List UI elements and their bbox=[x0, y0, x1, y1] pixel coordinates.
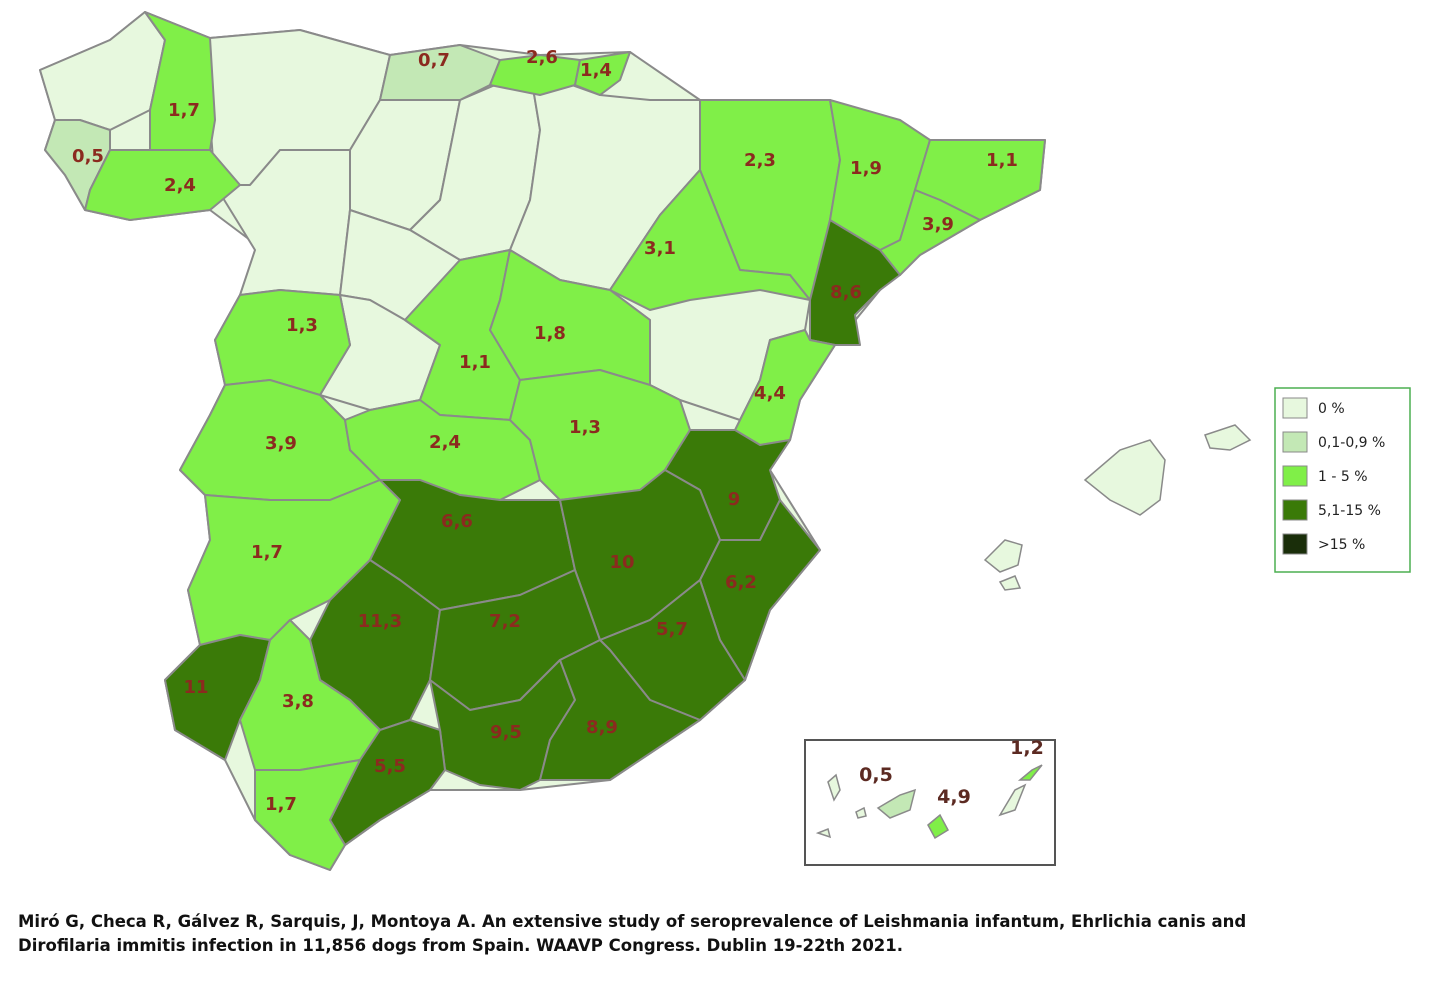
legend-label: 5,1-15 % bbox=[1318, 503, 1381, 519]
region-salamanca bbox=[214, 289, 351, 396]
region-value-label: 1,7 bbox=[168, 100, 200, 121]
region-value-label: 9 bbox=[728, 489, 741, 510]
region-almeria bbox=[539, 639, 701, 781]
region-value-label: 3,1 bbox=[644, 238, 676, 259]
region-value-label: 3,8 bbox=[282, 691, 314, 712]
region-a-coruna bbox=[39, 11, 166, 131]
canary-value-label: 1,2 bbox=[1010, 737, 1044, 759]
region-value-label: 1,7 bbox=[251, 542, 283, 563]
region-value-label: 1,1 bbox=[459, 352, 491, 373]
legend-label: 0,1-0,9 % bbox=[1318, 435, 1385, 451]
citation: Miró G, Checa R, Gálvez R, Sarquis, J, M… bbox=[18, 910, 1428, 958]
legend-swatch bbox=[1282, 499, 1308, 521]
region-value-label: 1,4 bbox=[580, 60, 612, 81]
island-fuerteventura bbox=[998, 783, 1027, 817]
region-zaragoza bbox=[609, 169, 811, 311]
region-value-label: 8,9 bbox=[586, 717, 618, 738]
value-labels: 0,5 1,7 2,4 0,7 2,6 1,4 2,3 1,9 1,1 3,9 3,1 8,6 1,3 1… bbox=[72, 47, 1044, 815]
region-value-label: 5,5 bbox=[374, 756, 406, 777]
region-value-label: 1,7 bbox=[265, 794, 297, 815]
citation-line-1: Miró G, Checa R, Gálvez R, Sarquis, J, M… bbox=[18, 912, 1247, 931]
region-value-label: 2,6 bbox=[526, 47, 558, 68]
island-la-gomera bbox=[855, 806, 867, 819]
region-ourense bbox=[84, 149, 241, 221]
island-menorca bbox=[1204, 424, 1252, 451]
region-value-label: 1,3 bbox=[569, 417, 601, 438]
region-value-label: 0,7 bbox=[418, 50, 450, 71]
region-value-label: 1,1 bbox=[986, 150, 1018, 171]
region-value-label: 1,9 bbox=[850, 158, 882, 179]
legend-label: >15 % bbox=[1318, 537, 1365, 553]
region-value-label: 6,6 bbox=[441, 511, 473, 532]
region-cadiz bbox=[254, 759, 361, 871]
region-value-label: 2,4 bbox=[164, 175, 196, 196]
region-value-label: 7,2 bbox=[489, 611, 521, 632]
region-badajoz bbox=[187, 479, 401, 646]
region-value-label: 5,7 bbox=[656, 619, 688, 640]
region-value-label: 11,3 bbox=[358, 611, 402, 632]
region-value-label: 9,5 bbox=[490, 722, 522, 743]
region-value-label: 2,4 bbox=[429, 432, 461, 453]
spain-map: 0,5 1,7 2,4 0,7 2,6 1,4 2,3 1,9 1,1 3,9 3,1 8,6 1,3 1… bbox=[39, 11, 1411, 871]
island-mallorca bbox=[1083, 439, 1166, 516]
island-ibiza bbox=[983, 539, 1023, 573]
legend-label: 0 % bbox=[1318, 401, 1345, 417]
region-value-label: 10 bbox=[609, 552, 634, 573]
island-lanzarote bbox=[1017, 764, 1043, 781]
island-formentera bbox=[998, 575, 1022, 591]
island-gran-canaria bbox=[927, 813, 949, 840]
region-value-label: 8,6 bbox=[830, 282, 862, 303]
region-value-label: 0,5 bbox=[72, 146, 104, 167]
region-value-label: 6,2 bbox=[725, 572, 757, 593]
island-tenerife bbox=[876, 788, 917, 819]
citation-line-2: Dirofilaria immitis infection in 11,856 … bbox=[18, 936, 904, 955]
legend-swatch bbox=[1282, 397, 1308, 419]
region-value-label: 1,8 bbox=[534, 323, 566, 344]
region-barcelona bbox=[879, 189, 981, 276]
region-value-label: 3,9 bbox=[265, 433, 297, 454]
region-value-label: 4,4 bbox=[754, 383, 786, 404]
region-value-label: 11 bbox=[183, 677, 208, 698]
region-value-label: 3,9 bbox=[922, 214, 954, 235]
region-value-label: 1,3 bbox=[286, 315, 318, 336]
island-la-palma bbox=[827, 773, 841, 802]
canary-value-label: 0,5 bbox=[859, 764, 893, 786]
legend-swatch bbox=[1282, 465, 1308, 487]
canary-value-label: 4,9 bbox=[937, 786, 971, 808]
region-value-label: 2,3 bbox=[744, 150, 776, 171]
legend: 0 % 0,1-0,9 % 1 - 5 % 5,1-15 % >15 % bbox=[1274, 387, 1411, 573]
region-guipuzcoa bbox=[574, 51, 631, 96]
legend-swatch bbox=[1282, 431, 1308, 453]
legend-swatch bbox=[1282, 533, 1308, 555]
legend-label: 1 - 5 % bbox=[1318, 469, 1368, 485]
island-el-hierro bbox=[815, 827, 832, 839]
